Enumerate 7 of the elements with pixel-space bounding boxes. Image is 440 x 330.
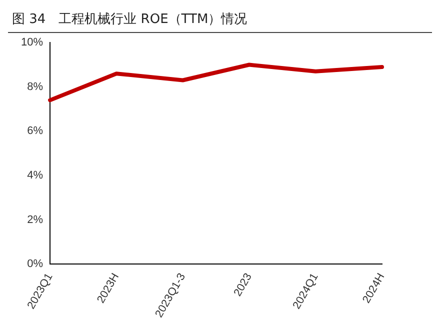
- y-tick-label: 0%: [27, 258, 44, 270]
- y-tick-label: 10%: [20, 36, 44, 49]
- y-tick-label: 4%: [27, 169, 44, 182]
- y-tick-label: 8%: [27, 80, 44, 93]
- y-tick-label: 6%: [27, 125, 44, 138]
- y-tick-label: 2%: [27, 214, 44, 226]
- chart-title: 图 34 工程机械行业 ROE（TTM）情况: [8, 8, 432, 33]
